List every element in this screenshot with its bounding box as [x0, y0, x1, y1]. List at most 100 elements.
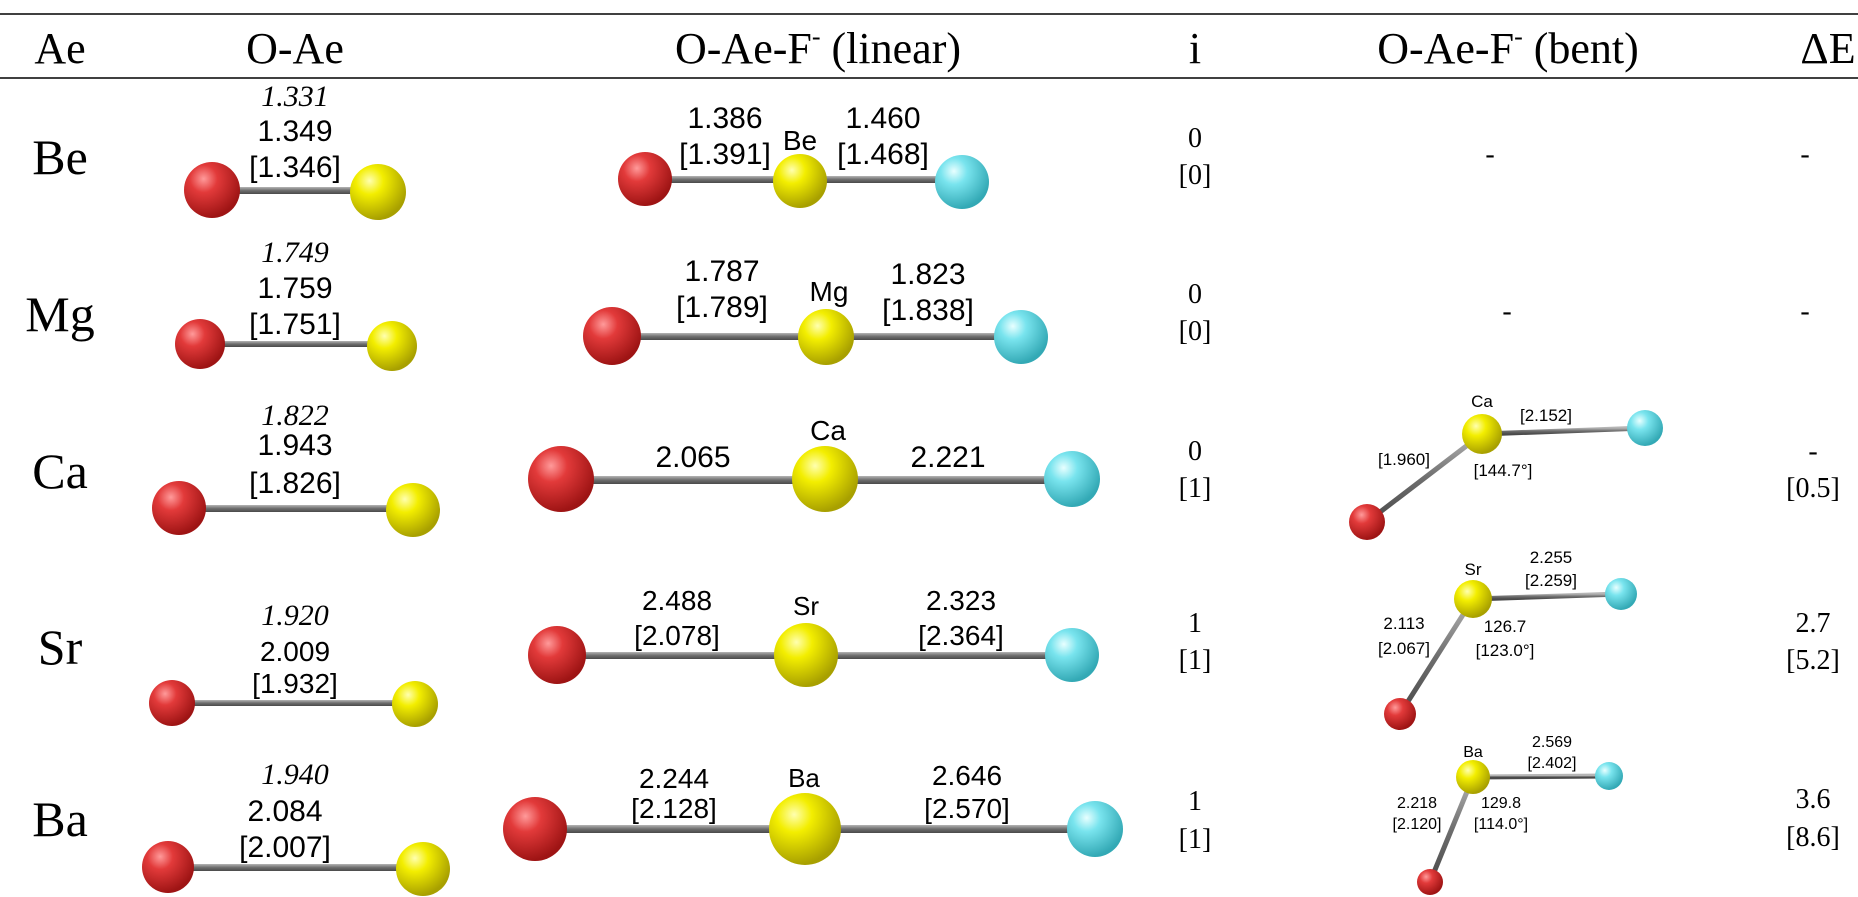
bent-ox-bracket: [2.067]	[1378, 639, 1430, 658]
linear-left-value: 2.488	[642, 585, 712, 616]
table-row: Mg 1.749 1.759 [1.751] Mg 1.787 [1.789] …	[25, 236, 1810, 371]
linear-left-value: 1.787	[684, 255, 759, 288]
metal-atom	[792, 446, 858, 512]
fluorine-atom	[1605, 578, 1637, 610]
bent-absent-dash: -	[1485, 139, 1494, 170]
delta-e-bracket: [8.6]	[1786, 822, 1840, 853]
oxygen-atom	[1417, 869, 1443, 895]
oxygen-atom	[184, 162, 240, 218]
delta-e-value: 2.7	[1796, 608, 1831, 639]
delta-e-bracket: [5.2]	[1786, 645, 1840, 676]
linear-left-value: 1.386	[687, 102, 762, 135]
linear-left-bracket: [1.789]	[676, 291, 768, 324]
linear-right-value: 2.646	[932, 760, 1002, 791]
header-linear-suffix: (linear)	[821, 24, 961, 73]
header-linear-base: O-Ae-F	[675, 24, 812, 73]
fluorine-atom	[1045, 628, 1099, 682]
diatomic-value: 2.009	[260, 636, 330, 667]
bent-f-value: 2.569	[1532, 734, 1572, 751]
bent-ox-bond	[1427, 774, 1476, 885]
oxygen-atom	[142, 841, 194, 893]
diatomic-bond	[168, 864, 423, 871]
header-bent: O-Ae-F- (bent)	[1377, 22, 1639, 73]
diatomic-italic-value: 1.920	[261, 599, 329, 632]
oxygen-atom	[1384, 698, 1416, 730]
linear-left-bracket: [2.078]	[634, 620, 720, 651]
oxygen-atom	[175, 319, 225, 369]
oxygen-atom	[152, 481, 206, 535]
bent-angle-value: 126.7	[1484, 617, 1527, 636]
diatomic-bond	[212, 187, 378, 194]
bent-ox-bond	[1397, 596, 1476, 717]
bent-ox-bracket: [2.120]	[1393, 816, 1442, 833]
linear-right-value: 2.323	[926, 585, 996, 616]
fluorine-atom	[1627, 410, 1663, 446]
linear-metal-label: Ba	[788, 763, 820, 793]
diatomic-bond	[200, 341, 392, 347]
metal-atom	[1456, 760, 1490, 794]
imaginary-count-bracket: [1]	[1179, 645, 1212, 676]
fluorine-atom	[994, 310, 1048, 364]
linear-right-bracket: [1.468]	[837, 138, 929, 171]
metal-atom	[392, 681, 438, 727]
linear-left-value: 2.244	[639, 763, 709, 794]
bent-f-bracket: [2.402]	[1528, 755, 1577, 772]
diatomic-bond	[179, 505, 413, 512]
metal-atom	[773, 154, 827, 208]
diatomic-bracket-value: [1.346]	[249, 151, 341, 184]
imaginary-count-bracket: [0]	[1179, 316, 1212, 347]
metal-atom	[367, 321, 417, 371]
oxygen-atom	[618, 152, 672, 206]
diatomic-bracket-value: [1.932]	[252, 668, 338, 699]
bent-metal-label: Sr	[1465, 560, 1482, 579]
diatomic-italic-value: 1.331	[261, 80, 329, 113]
row-ae-label: Ba	[32, 791, 88, 847]
linear-metal-label: Be	[783, 125, 817, 156]
delta-e-value: 3.6	[1796, 784, 1831, 815]
fluorine-atom	[1595, 762, 1623, 790]
fluorine-atom	[935, 155, 989, 209]
imaginary-count-bracket: [0]	[1179, 160, 1212, 191]
linear-right-bracket: [1.838]	[882, 294, 974, 327]
oxygen-atom	[583, 307, 641, 365]
diatomic-bracket-value: [1.826]	[249, 467, 341, 500]
bent-ox-value: 2.113	[1383, 614, 1424, 633]
metal-atom	[1454, 580, 1492, 618]
bent-f-bracket: [2.259]	[1525, 571, 1577, 590]
row-ae-label: Be	[32, 129, 88, 185]
bent-metal-label: Ca	[1471, 392, 1493, 411]
imaginary-count: 0	[1188, 123, 1202, 154]
diatomic-value: 1.349	[257, 115, 332, 148]
imaginary-count: 1	[1188, 608, 1202, 639]
header-linear-sup: -	[812, 22, 821, 51]
bent-f-bracket: [2.152]	[1520, 406, 1572, 425]
table-row: Be 1.331 1.349 [1.346] Be 1.386 [1.391] …	[32, 80, 1810, 220]
imaginary-count-bracket: [1]	[1179, 824, 1212, 855]
table-row: Ba 1.940 2.084 [2.007] Ba 2.244 [2.128] …	[32, 734, 1840, 896]
diatomic-italic-value: 1.749	[261, 236, 329, 269]
bent-ox-bracket: [1.960]	[1378, 450, 1430, 469]
diatomic-value: 1.943	[257, 429, 332, 462]
header-oae: O-Ae	[246, 24, 344, 73]
metal-atom	[798, 309, 854, 365]
linear-left-bracket: [2.128]	[631, 793, 717, 824]
header-i: i	[1189, 24, 1201, 73]
header-bent-sup: -	[1514, 22, 1523, 51]
bent-f-bond	[1479, 425, 1648, 437]
imaginary-count-bracket: [1]	[1179, 473, 1212, 504]
metal-atom	[774, 623, 838, 687]
delta-e-value: -	[1808, 436, 1817, 467]
bent-angle-bracket: [144.7°]	[1474, 461, 1533, 480]
metal-atom	[769, 793, 841, 865]
oxygen-atom	[528, 626, 586, 684]
diatomic-bond	[172, 700, 415, 706]
bent-angle-bracket: [123.0°]	[1476, 641, 1535, 660]
linear-right-value: 2.221	[910, 441, 985, 474]
diatomic-bracket-value: [2.007]	[239, 831, 331, 864]
metal-atom	[350, 164, 406, 220]
header-linear: O-Ae-F- (linear)	[675, 22, 961, 73]
bent-f-bond	[1470, 773, 1612, 780]
metal-atom	[386, 483, 440, 537]
table-row: Sr 1.920 2.009 [1.932] Sr 2.488 [2.078] …	[38, 548, 1840, 730]
